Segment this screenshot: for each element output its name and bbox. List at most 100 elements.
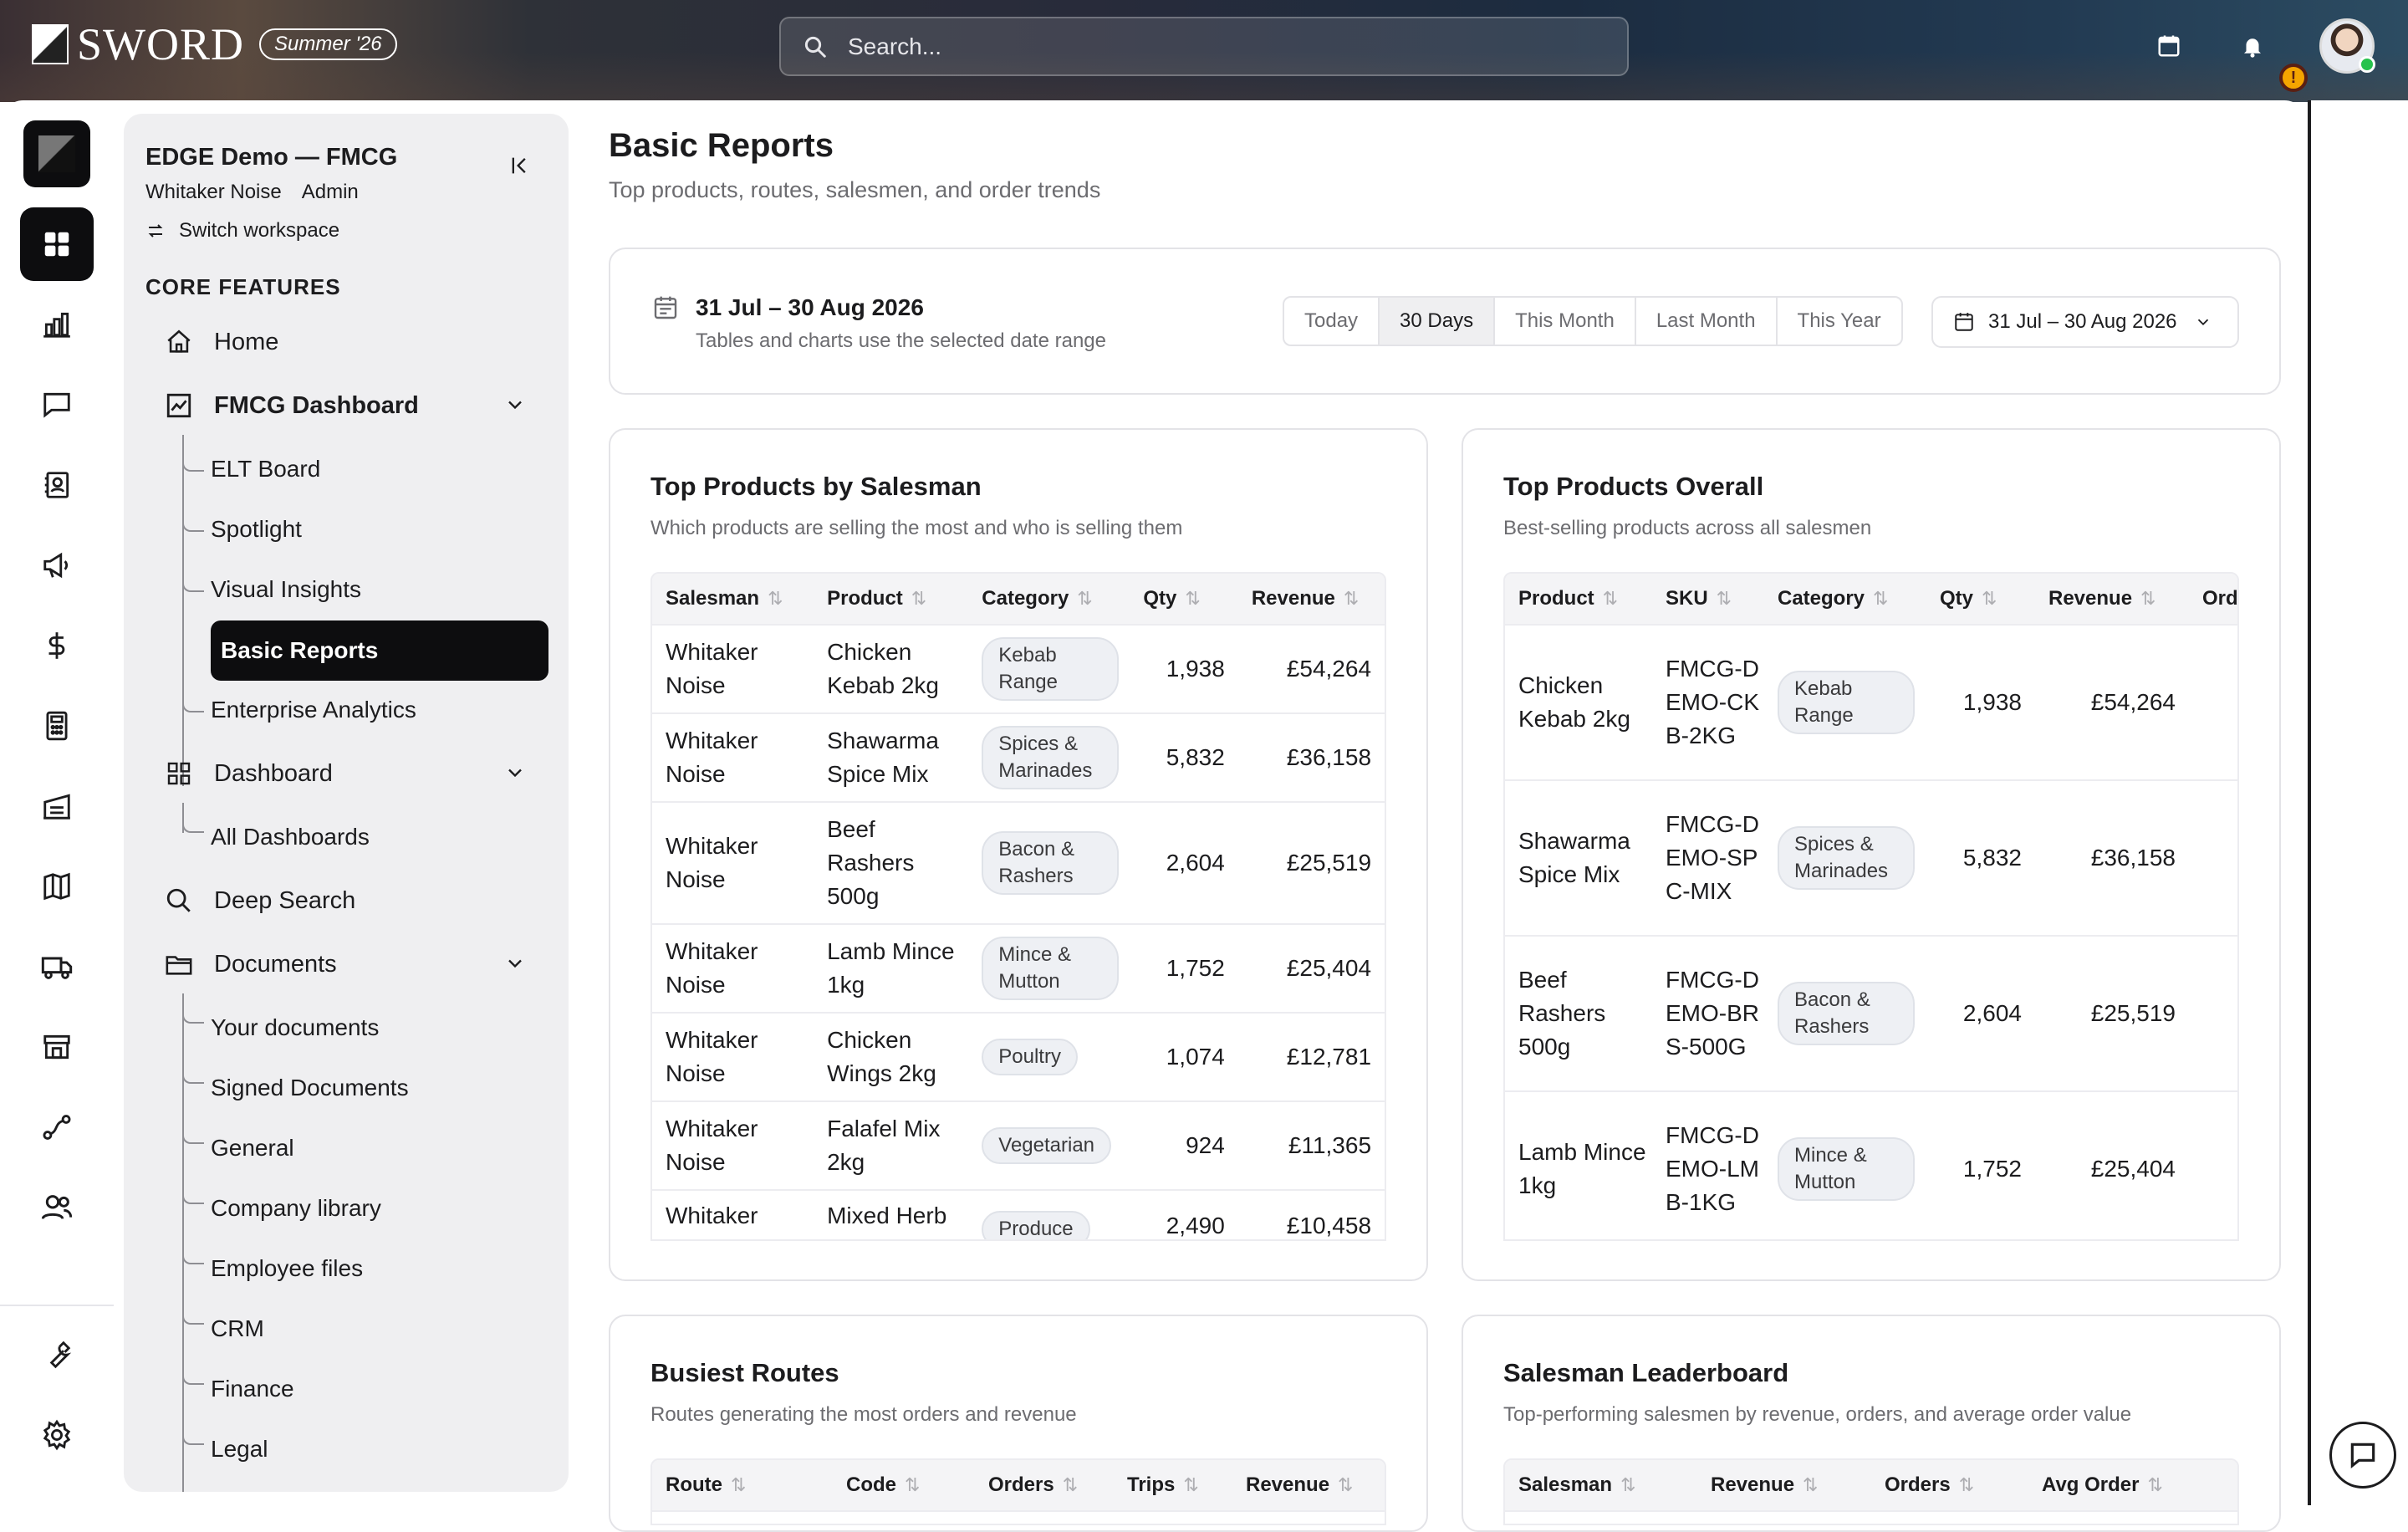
nav-documents[interactable]: Documents [145,943,547,985]
rail-map[interactable] [20,850,94,923]
rail-dashboard[interactable] [20,207,94,281]
sort-icon[interactable]: ⇅ [2140,588,2156,609]
table-row[interactable]: Whitaker Noise Shawarma Spice Mix Spices… [652,714,1385,803]
rail-warehouse[interactable] [20,769,94,843]
user-avatar[interactable] [2319,18,2375,74]
nav-visual-insights[interactable]: Visual Insights [211,576,362,602]
rail-calculator[interactable] [20,689,94,763]
table-row[interactable]: Lamb Mince 1kg FMCG-DEMO-LMB-1KG Mince &… [1505,1092,2237,1239]
sort-icon[interactable]: ⇅ [1062,1474,1079,1495]
col-orders[interactable]: Orders ⇅ [1885,1473,1975,1496]
sort-icon[interactable]: ⇅ [1620,1474,1636,1495]
col-route[interactable]: Route ⇅ [666,1473,747,1496]
sort-icon[interactable]: ⇅ [1338,1474,1354,1495]
table-row[interactable]: Whitaker Noise Lamb Mince 1kg Mince & Mu… [652,925,1385,1014]
rail-settings[interactable] [20,1398,94,1472]
rail-routes[interactable] [20,1090,94,1164]
date-picker[interactable]: 31 Jul – 30 Aug 2026 [1931,296,2239,348]
col-trips[interactable]: Trips ⇅ [1127,1473,1199,1496]
col-salesman[interactable]: Salesman ⇅ [1518,1473,1636,1496]
app-logo-button[interactable] [23,120,90,187]
sort-icon[interactable]: ⇅ [731,1474,747,1495]
chevron-down-icon[interactable] [503,393,527,416]
preset-last-month[interactable]: Last Month [1636,298,1778,345]
rail-team[interactable] [20,1171,94,1244]
col-orders[interactable]: Orders ⇅ [988,1473,1079,1496]
nav-basic-reports[interactable]: Basic Reports [211,620,548,681]
table-row[interactable]: Shawarma Spice Mix FMCG-DEMO-SPC-MIX Spi… [1505,781,2237,937]
table-row[interactable]: Whitaker Noise Chicken Kebab 2kg Kebab R… [652,626,1385,714]
rail-stores[interactable] [20,1010,94,1084]
nav-your-documents[interactable]: Your documents [211,1014,380,1040]
sort-icon[interactable]: ⇅ [1185,588,1201,609]
table-row[interactable]: Whitaker Noise Beef Rashers 500g Bacon &… [652,803,1385,925]
col-category[interactable]: Category ⇅ [1778,587,1889,610]
col-code[interactable]: Code ⇅ [846,1473,921,1496]
nav-company-library[interactable]: Company library [211,1195,381,1221]
col-qty[interactable]: Qty ⇅ [1143,587,1201,610]
sort-icon[interactable]: ⇅ [1982,588,1997,609]
col-product[interactable]: Product ⇅ [827,587,927,610]
sort-icon[interactable]: ⇅ [1716,588,1732,609]
col-revenue[interactable]: Revenue ⇅ [1711,1473,1819,1496]
search-input[interactable] [846,32,1599,61]
nav-crm[interactable]: CRM [211,1315,264,1341]
col-revenue[interactable]: Revenue ⇅ [1251,587,1360,610]
sort-icon[interactable]: ⇅ [1873,588,1889,609]
chevron-down-icon[interactable] [503,761,527,784]
table-row[interactable]: Whitaker Noise Chicken Wings 2kg Poultry… [652,1014,1385,1102]
rail-delivery[interactable] [20,930,94,1003]
switch-workspace-link[interactable]: Switch workspace [145,219,339,243]
col-product[interactable]: Product ⇅ [1518,587,1619,610]
col-revenue[interactable]: Revenue ⇅ [1246,1473,1354,1496]
col-sku[interactable]: SKU ⇅ [1666,587,1732,610]
col-orders[interactable]: Ord [2202,587,2238,610]
sort-icon[interactable]: ⇅ [1077,588,1093,609]
nav-legal[interactable]: Legal [211,1436,268,1462]
col-qty[interactable]: Qty ⇅ [1940,587,1997,610]
preset-this-year[interactable]: This Year [1797,309,1881,332]
sort-icon[interactable]: ⇅ [768,588,783,609]
rail-contacts[interactable] [20,448,94,522]
table-row[interactable]: Whitaker Noise Falafel Mix 2kg Vegetaria… [652,1102,1385,1191]
search-bar[interactable] [779,17,1629,76]
nav-fmcg-dashboard[interactable]: FMCG Dashboard [145,385,547,426]
nav-enterprise-analytics[interactable]: Enterprise Analytics [211,697,416,723]
preset-30-days[interactable]: 30 Days [1380,298,1496,345]
alert-badge[interactable]: ! [2279,64,2308,92]
rail-messages[interactable] [20,368,94,442]
nav-home[interactable]: Home [145,321,547,363]
rail-campaigns[interactable] [20,529,94,602]
col-revenue[interactable]: Revenue ⇅ [2048,587,2156,610]
rail-tools[interactable] [20,1318,94,1392]
rail-analytics[interactable] [20,288,94,361]
nav-dashboard[interactable]: Dashboard [145,753,547,794]
sort-icon[interactable]: ⇅ [1183,1474,1199,1495]
sort-icon[interactable]: ⇅ [1602,588,1619,609]
sort-icon[interactable]: ⇅ [1343,588,1360,609]
sort-icon[interactable]: ⇅ [911,588,927,609]
nav-spotlight[interactable]: Spotlight [211,516,302,542]
nav-employee-files[interactable]: Employee files [211,1255,364,1281]
nav-elt-board[interactable]: ELT Board [211,456,321,482]
notifications-button[interactable] [2236,29,2269,63]
brand-logo[interactable]: SWORD Summer '26 [32,22,397,67]
nav-all-dashboards[interactable]: All Dashboards [211,824,370,850]
col-salesman[interactable]: Salesman ⇅ [666,587,783,610]
rail-finance[interactable] [20,609,94,682]
sort-icon[interactable]: ⇅ [1803,1474,1819,1495]
nav-signed-documents[interactable]: Signed Documents [211,1075,409,1100]
preset-today[interactable]: Today [1284,298,1380,345]
nav-general[interactable]: General [211,1135,294,1161]
nav-finance[interactable]: Finance [211,1376,294,1402]
nav-deep-search[interactable]: Deep Search [145,880,547,922]
col-avg-order[interactable]: Avg Order ⇅ [2042,1473,2163,1496]
table-row[interactable]: Whitaker Mixed Herb Produce 2,490 £10,45… [652,1191,1385,1239]
table-row[interactable]: Chicken Kebab 2kg FMCG-DEMO-CKB-2KG Keba… [1505,626,2237,781]
preset-this-month[interactable]: This Month [1495,298,1636,345]
sort-icon[interactable]: ⇅ [905,1474,921,1495]
sort-icon[interactable]: ⇅ [1958,1474,1975,1495]
table-row[interactable]: Beef Rashers 500g FMCG-DEMO-BRS-500G Bac… [1505,937,2237,1092]
collapse-sidebar-button[interactable] [508,154,532,181]
chat-support-button[interactable] [2329,1422,2396,1489]
